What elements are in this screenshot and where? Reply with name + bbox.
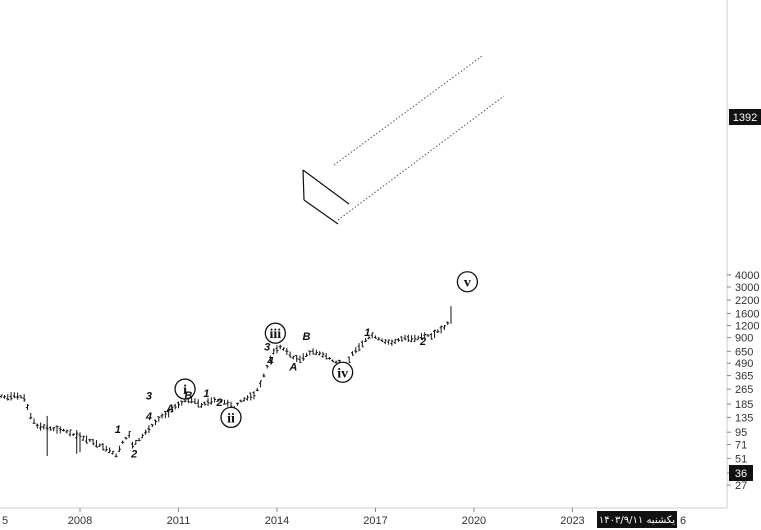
time-tick-label: 2020 [462, 515, 486, 527]
price-tick-label: 2200 [735, 295, 759, 307]
price-tick-label: 71 [735, 439, 747, 451]
upper-channel-line [333, 55, 483, 166]
price-tick-label: 3000 [735, 282, 759, 294]
correction-wedge-upper [302, 169, 350, 205]
time-tick-label: 2014 [265, 515, 289, 527]
minor-wave-label: 1 [115, 424, 121, 436]
minor-wave-label: 1 [203, 388, 209, 400]
minor-wave-label: 4 [266, 356, 273, 368]
major-wave-label: iv [337, 366, 348, 381]
lower-channel-line [337, 95, 505, 221]
time-axis[interactable]: 2008 2011 2014 2017 2020 2023 5 6 [2, 508, 686, 527]
major-wave-label: iii [270, 327, 282, 342]
price-tick-label: 490 [735, 358, 753, 370]
major-wave-label: v [464, 276, 471, 291]
price-tick-label: 95 [735, 427, 747, 439]
price-tick-label: 900 [735, 333, 753, 345]
wave-circle [220, 406, 242, 429]
highlighted-price-value: 36 [735, 468, 747, 480]
price-tick-label: 1200 [735, 321, 759, 333]
major-wave-label: i [183, 383, 187, 398]
last-price-value: 1392 [733, 112, 757, 124]
minor-wave-label: B [184, 390, 192, 402]
wave-circle [331, 361, 354, 383]
wave-circle [264, 322, 286, 344]
last-price-label: 1392 [729, 109, 761, 125]
minor-wave-label: A [165, 403, 174, 415]
minor-wave-label: 3 [264, 342, 270, 354]
minor-wave-label: 1 [364, 327, 370, 339]
time-tick-label: 2023 [560, 515, 584, 527]
price-tick-label: 1600 [735, 308, 759, 320]
price-tick-label: 27 [735, 480, 747, 492]
time-edge-label-right: 6 [680, 515, 686, 527]
time-tick-label: 2011 [167, 515, 191, 527]
minor-wave-label: 3 [146, 391, 152, 403]
minor-wave-label: A [288, 361, 297, 373]
major-wave-label: ii [227, 411, 235, 426]
current-date-label: یکشنبه ۱۴۰۳/۹/۱۱ [597, 511, 677, 528]
price-tick-label: 265 [735, 384, 753, 396]
minor-wave-label: 2 [130, 449, 137, 461]
correction-wedge-side [302, 169, 305, 201]
minor-wave-label: 4 [145, 411, 152, 423]
trend-channels [302, 55, 505, 225]
price-tick-label: 650 [735, 346, 753, 358]
price-tick-label: 185 [735, 399, 753, 411]
correction-wedge-lower [303, 199, 339, 225]
price-tick-label: 135 [735, 412, 753, 424]
price-tick-label: 365 [735, 371, 753, 383]
wave-circle [174, 378, 196, 400]
price-tick-label: 4000 [735, 270, 759, 282]
current-date-value: یکشنبه ۱۴۰۳/۹/۱۱ [599, 515, 675, 526]
highlighted-price-label: 36 [729, 465, 753, 481]
minor-wave-label: 2 [419, 336, 426, 348]
minor-wave-label: B [303, 331, 311, 343]
price-bars [0, 306, 452, 458]
time-tick-label: 2008 [68, 515, 92, 527]
wave-circle [456, 271, 479, 293]
time-edge-label-left: 5 [2, 515, 8, 527]
price-tick-label: 51 [735, 453, 747, 465]
time-tick-label: 2017 [363, 515, 387, 527]
minor-wave-label: 2 [215, 397, 222, 409]
